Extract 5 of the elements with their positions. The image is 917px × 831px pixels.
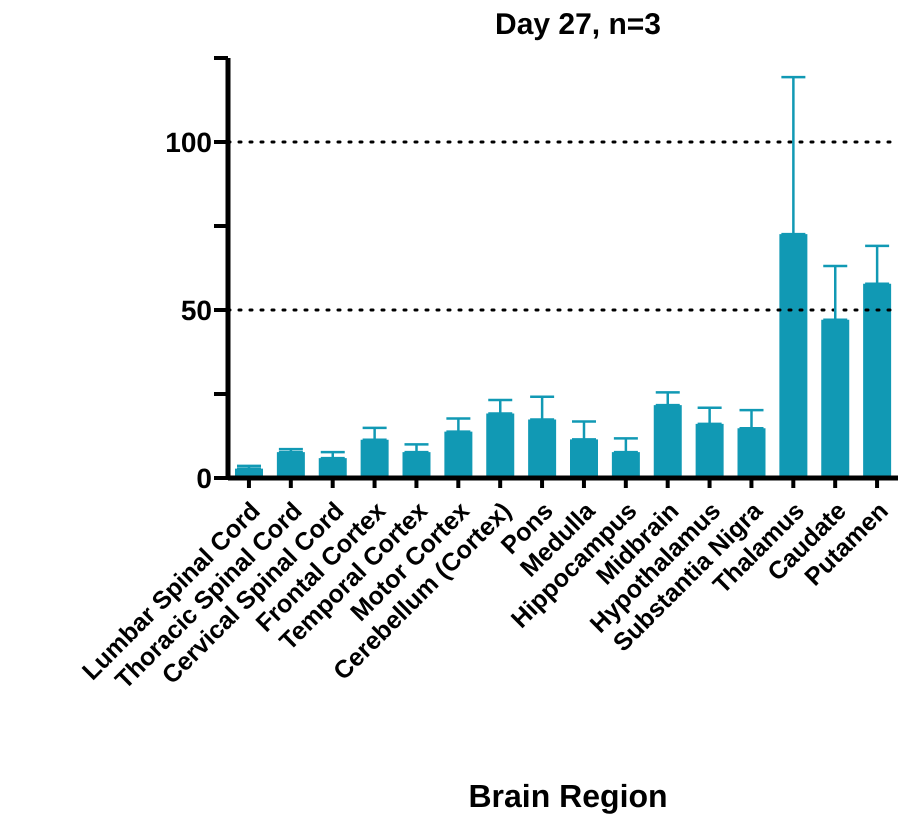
x-axis-title: Brain Region: [467, 778, 669, 815]
chart-title: Day 27, n=3: [494, 8, 662, 42]
y-tick-label: 0: [196, 462, 212, 494]
y-tick-label: 100: [165, 126, 212, 158]
y-tick-label: 50: [180, 294, 212, 326]
